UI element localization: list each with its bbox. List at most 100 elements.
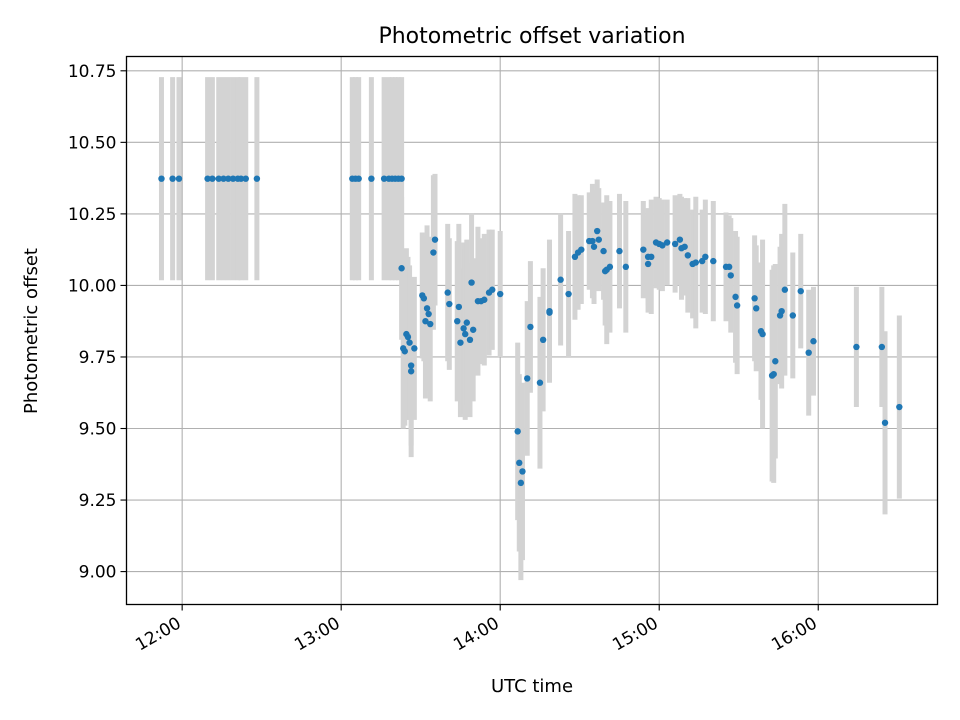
data-point — [368, 175, 375, 182]
data-point — [640, 246, 647, 253]
data-point — [463, 319, 471, 326]
data-point — [595, 236, 602, 243]
data-point — [648, 253, 655, 261]
data-point — [751, 295, 758, 302]
data-point — [401, 348, 408, 355]
data-point — [565, 290, 572, 298]
data-point — [896, 403, 903, 411]
data-point — [420, 295, 428, 302]
data-point — [725, 263, 733, 271]
data-point — [546, 307, 553, 315]
data-point — [539, 336, 547, 344]
data-point — [659, 242, 666, 249]
data-point — [398, 175, 405, 182]
data-point — [204, 175, 211, 182]
data-point — [481, 296, 488, 303]
data-point — [517, 479, 525, 487]
data-point — [733, 302, 741, 309]
data-point — [496, 290, 504, 298]
data-point — [557, 276, 564, 283]
data-point — [616, 247, 623, 255]
data-point — [158, 175, 165, 182]
data-point — [398, 265, 405, 272]
data-point — [489, 286, 496, 293]
data-point — [242, 175, 249, 182]
data-point — [810, 338, 817, 345]
data-point — [446, 300, 453, 308]
data-point — [805, 349, 812, 356]
data-point — [527, 323, 534, 331]
data-point — [430, 249, 437, 256]
data-point — [169, 175, 176, 182]
data-point — [407, 368, 415, 375]
data-point — [519, 468, 526, 475]
data-point — [881, 419, 889, 426]
data-point — [406, 339, 413, 346]
data-point — [407, 362, 415, 369]
data-point — [590, 243, 598, 250]
y-tick-label: 10.50 — [68, 133, 117, 153]
data-point — [578, 246, 585, 253]
data-point — [380, 175, 388, 182]
data-point — [355, 175, 362, 182]
data-point — [444, 289, 451, 296]
data-point — [772, 358, 779, 365]
chart-title: Photometric offset variation — [378, 24, 685, 49]
data-point — [466, 336, 474, 344]
data-point — [460, 325, 467, 332]
data-point — [644, 260, 652, 268]
data-point — [589, 237, 596, 245]
data-point — [427, 320, 434, 328]
data-point — [759, 330, 766, 338]
data-point — [692, 259, 699, 266]
data-point — [770, 370, 777, 378]
y-tick-label: 9.75 — [79, 348, 117, 368]
data-point — [853, 343, 860, 351]
data-point — [878, 343, 886, 351]
data-point — [622, 263, 630, 271]
x-axis-label: UTC time — [491, 676, 573, 697]
data-point — [702, 253, 709, 261]
data-point — [253, 175, 261, 182]
data-point — [209, 175, 216, 182]
y-tick-label: 10.00 — [68, 276, 117, 296]
data-point — [524, 375, 531, 382]
data-point — [454, 317, 461, 325]
data-point — [462, 330, 469, 338]
data-point — [468, 279, 475, 286]
data-point — [789, 312, 796, 319]
data-point — [710, 257, 717, 265]
data-point — [457, 339, 464, 346]
y-tick-label: 9.25 — [79, 491, 117, 511]
y-tick-label: 10.25 — [68, 205, 117, 225]
data-point — [536, 379, 544, 386]
data-point — [797, 287, 804, 295]
data-point — [778, 307, 785, 315]
y-tick-label: 9.50 — [79, 420, 117, 440]
data-point — [225, 175, 232, 182]
data-point — [455, 303, 463, 311]
data-point — [404, 333, 412, 341]
data-point — [220, 175, 227, 182]
data-point — [516, 459, 523, 467]
data-point — [681, 243, 688, 250]
data-point — [753, 305, 760, 312]
y-tick-label: 10.75 — [68, 62, 117, 82]
data-point — [684, 252, 692, 259]
data-point — [732, 293, 739, 301]
data-point — [431, 236, 439, 243]
data-point — [469, 326, 477, 333]
data-point — [593, 227, 601, 235]
data-point — [781, 286, 789, 293]
y-axis-label: Photometric offset — [21, 248, 42, 414]
data-point — [514, 428, 521, 435]
y-axis-ticks: 9.00 9.25 9.50 9.75 10.00 10.25 10.50 10.75 — [68, 62, 127, 583]
data-point — [175, 175, 183, 182]
data-point — [425, 310, 432, 318]
data-point — [422, 317, 429, 325]
data-point — [727, 272, 734, 279]
data-point — [237, 175, 245, 182]
data-point — [600, 247, 607, 255]
data-point — [671, 240, 679, 248]
